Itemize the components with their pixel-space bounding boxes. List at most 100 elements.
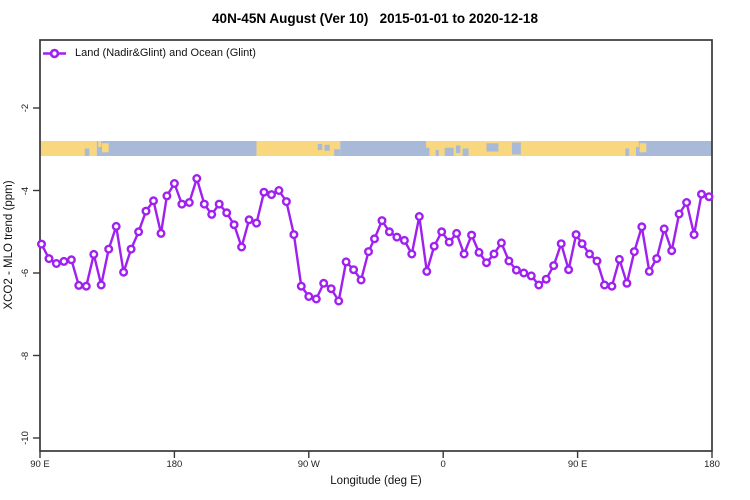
data-point-marker [614, 254, 624, 264]
data-point-marker [59, 256, 69, 266]
data-point-marker [534, 280, 544, 290]
legend-marker-icon [49, 48, 60, 59]
data-point-marker [134, 227, 144, 237]
data-point-marker [585, 249, 595, 259]
data-point-marker [356, 275, 366, 285]
data-point-marker [192, 173, 202, 183]
data-point-marker [511, 265, 521, 275]
data-point-marker [674, 209, 684, 219]
data-point-marker [399, 235, 409, 245]
data-point-marker [571, 230, 581, 240]
data-point-marker [111, 221, 121, 231]
strip-segment-land [40, 141, 97, 156]
data-point-marker [319, 278, 329, 288]
strip-patch-ocean [444, 147, 454, 156]
strip-segment-ocean [635, 141, 712, 156]
strip-patch-land [101, 143, 109, 153]
data-point-marker [414, 211, 424, 221]
data-point-marker [156, 228, 166, 238]
data-point-marker [429, 241, 439, 251]
x-tick-label: 180 [704, 459, 720, 470]
data-point-marker [607, 281, 617, 291]
data-point-marker [600, 280, 610, 290]
data-point-marker [444, 237, 454, 247]
strip-patch-ocean [334, 149, 341, 156]
data-point-marker [281, 197, 291, 207]
data-point-marker [199, 199, 209, 209]
data-point-marker [89, 249, 99, 259]
data-point-marker [81, 281, 91, 291]
x-tick-label: 180 [166, 459, 183, 470]
chart-title: 40N-45N August (Ver 10) 2015-01-01 to 20… [212, 11, 538, 26]
data-point-marker [104, 244, 114, 254]
data-point-marker [364, 247, 374, 257]
plot-border [39, 39, 713, 452]
data-point-marker [326, 284, 336, 294]
data-point-marker [422, 266, 432, 276]
data-point-marker [37, 239, 47, 249]
x-tick-label: 90 W [297, 459, 320, 470]
data-point-marker [682, 197, 692, 207]
strip-patch-ocean [462, 148, 469, 156]
data-point-marker [259, 187, 269, 197]
y-tick-label: -10 [19, 431, 31, 445]
legend-label: Land (Nadir&Glint) and Ocean (Glint) [75, 47, 256, 59]
data-point-marker [622, 278, 632, 288]
data-point-marker [592, 256, 602, 266]
data-point-marker [459, 249, 469, 259]
data-point-marker [519, 268, 529, 278]
y-tick-label: -4 [19, 186, 31, 195]
data-point-marker [629, 247, 639, 257]
data-point-marker [341, 257, 351, 267]
data-point-marker [504, 256, 514, 266]
data-point-marker [637, 222, 647, 232]
data-point-marker [377, 216, 387, 226]
strip-segment-ocean [96, 141, 257, 156]
strip-patch-ocean [625, 148, 630, 156]
data-point-marker [126, 244, 136, 254]
data-point-marker [659, 224, 669, 234]
data-point-marker [496, 238, 506, 248]
data-point-marker [437, 227, 447, 237]
data-point-marker [289, 230, 299, 240]
y-tick-label: -8 [19, 351, 31, 360]
data-point-marker [207, 209, 217, 219]
strip-patch-ocean [324, 144, 330, 151]
data-point-marker [51, 259, 61, 269]
x-tick-label: 0 [440, 459, 446, 470]
x-axis-title: Longitude (deg E) [330, 475, 422, 487]
x-tick-label: 90 E [567, 459, 588, 470]
data-point-marker [489, 249, 499, 259]
data-point-marker [334, 296, 344, 306]
strip-patch-ocean [317, 144, 323, 150]
data-point-marker [214, 199, 224, 209]
strip-segment-ocean [340, 141, 430, 156]
data-point-marker [251, 218, 261, 228]
strip-patch-land [639, 143, 647, 153]
y-tick-label: -2 [19, 103, 31, 113]
data-point-marker [644, 266, 654, 276]
data-point-marker [467, 230, 477, 240]
data-point-marker [452, 228, 462, 238]
data-point-marker [564, 265, 574, 275]
data-point-marker [667, 246, 677, 256]
data-point-marker [392, 232, 402, 242]
data-point-marker [229, 220, 239, 230]
data-point-marker [689, 230, 699, 240]
data-point-marker [169, 178, 179, 188]
data-point-marker [370, 234, 380, 244]
y-axis-title: XCO2 - MLO trend (ppm) [3, 180, 15, 310]
data-point-marker [177, 199, 187, 209]
y-tick-label: -6 [19, 268, 31, 278]
data-point-marker [44, 254, 54, 264]
data-point-marker [184, 197, 194, 207]
data-point-marker [541, 274, 551, 284]
strip-patch-ocean [435, 150, 439, 156]
data-point-marker [556, 239, 566, 249]
data-point-marker [482, 258, 492, 268]
strip-segment-land [429, 141, 636, 156]
data-point-marker [474, 247, 484, 257]
strip-patch-land [98, 141, 102, 147]
strip-patch-land [426, 141, 430, 148]
